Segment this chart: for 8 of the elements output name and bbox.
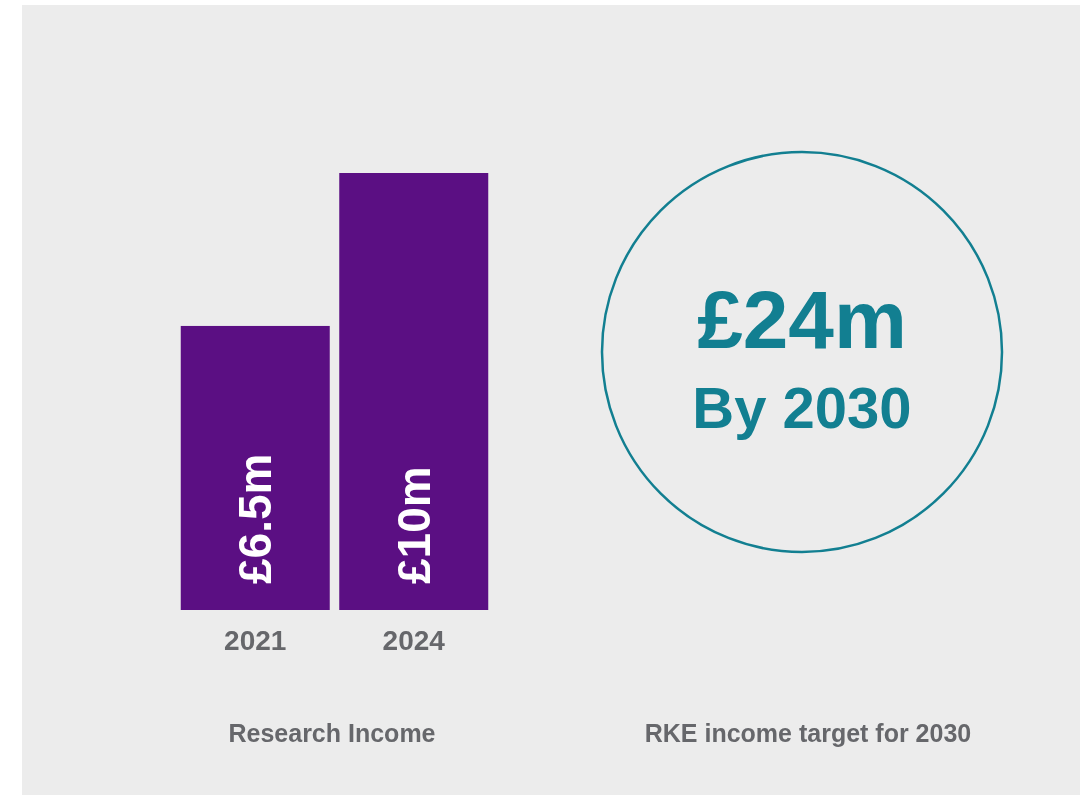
x-axis-title: Research Income xyxy=(228,719,436,747)
x-tick-label: 2024 xyxy=(382,625,446,656)
data-label: £10m xyxy=(387,466,440,584)
text: RKE income target for 2030 xyxy=(644,719,972,747)
text: By 2030 xyxy=(692,375,912,440)
data-label: £6.5m xyxy=(229,453,282,584)
x-tick-label: 2021 xyxy=(224,625,287,656)
text: £24m xyxy=(697,274,907,365)
